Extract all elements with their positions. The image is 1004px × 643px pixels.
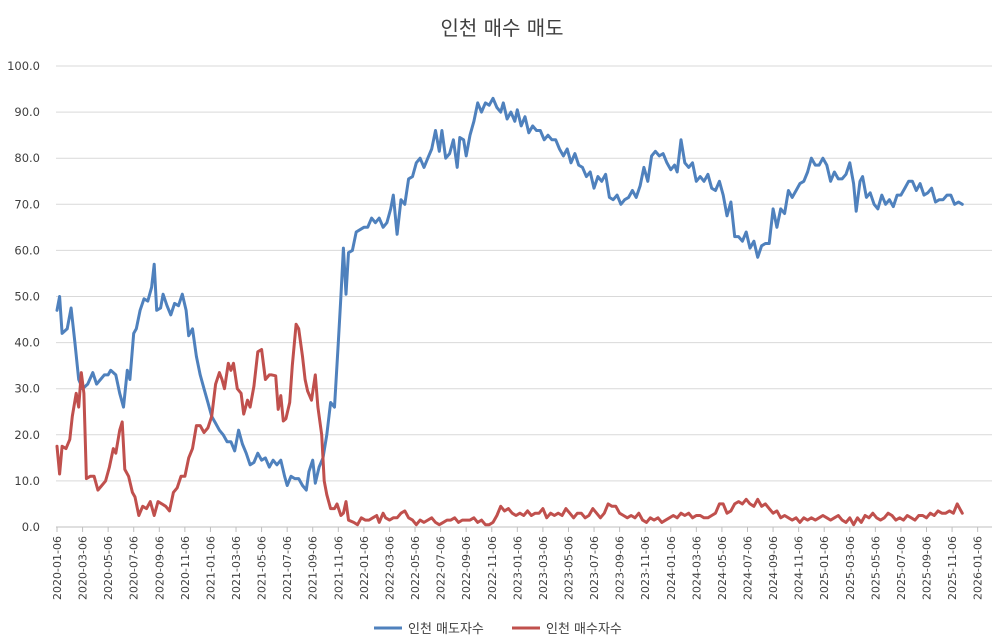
y-axis-ticks: 0.0 10.0 20.0 30.0 40.0 50.0 60.0 70.0 80.0 90.0 1… <box>7 59 40 534</box>
x-tick-label: 2021-07-06 <box>281 536 294 600</box>
x-tick-label: 2022-11-06 <box>486 536 499 600</box>
y-tick-label: 10.0 <box>14 474 40 488</box>
x-tick-label: 2023-11-06 <box>639 536 652 600</box>
x-tick-label: 2025-03-06 <box>844 536 857 600</box>
legend: 인천 매도자수 인천 매수자수 <box>374 622 622 637</box>
x-tick-label: 2025-07-06 <box>895 536 908 600</box>
x-tick-label: 2023-01-06 <box>511 536 524 600</box>
x-tick-label: 2024-03-06 <box>690 536 703 600</box>
x-tick-label: 2020-11-06 <box>179 536 192 600</box>
series-line-sellers <box>55 96 964 492</box>
y-tick-label: 30.0 <box>14 382 40 396</box>
y-tick-label: 0.0 <box>22 520 40 534</box>
x-tick-label: 2025-11-06 <box>946 536 959 600</box>
x-tick-label: 2022-05-06 <box>409 536 422 600</box>
y-tick-label: 100.0 <box>7 59 40 73</box>
series-lines <box>55 96 964 527</box>
y-tick-label: 70.0 <box>14 197 40 211</box>
y-tick-label: 90.0 <box>14 105 40 119</box>
x-tick-label: 2023-03-06 <box>537 536 550 600</box>
x-tick-label: 2020-01-06 <box>51 536 64 600</box>
x-tick-label: 2020-05-06 <box>102 536 115 600</box>
y-tick-label: 20.0 <box>14 428 40 442</box>
x-tick-label: 2024-07-06 <box>741 536 754 600</box>
x-tick-label: 2021-03-06 <box>230 536 243 600</box>
x-tick-label: 2024-01-06 <box>665 536 678 600</box>
x-axis-ticks: 2020-01-06 2020-03-06 2020-05-06 2020-07-06… <box>51 527 985 600</box>
x-tick-label: 2022-03-06 <box>383 536 396 600</box>
x-tick-label: 2020-09-06 <box>153 536 166 600</box>
x-tick-label: 2026-01-06 <box>972 536 985 600</box>
x-tick-label: 2023-07-06 <box>588 536 601 600</box>
x-tick-label: 2025-05-06 <box>869 536 882 600</box>
legend-label-sellers: 인천 매도자수 <box>408 622 484 637</box>
x-tick-label: 2024-05-06 <box>716 536 729 600</box>
x-tick-label: 2021-11-06 <box>332 536 345 600</box>
x-tick-label: 2025-09-06 <box>921 536 934 600</box>
x-tick-label: 2020-07-06 <box>128 536 141 600</box>
x-tick-label: 2023-05-06 <box>562 536 575 600</box>
y-tick-label: 40.0 <box>14 336 40 350</box>
series-line-buyers <box>55 322 964 527</box>
gridlines <box>56 65 992 528</box>
y-tick-label: 60.0 <box>14 243 40 257</box>
chart-title: 인천 매수 매도 <box>440 16 563 40</box>
legend-label-buyers: 인천 매수자수 <box>546 622 622 637</box>
x-tick-label: 2022-01-06 <box>358 536 371 600</box>
x-tick-label: 2021-05-06 <box>256 536 269 600</box>
x-tick-label: 2024-09-06 <box>767 536 780 600</box>
x-tick-label: 2024-11-06 <box>793 536 806 600</box>
x-tick-label: 2025-01-06 <box>818 536 831 600</box>
y-tick-label: 80.0 <box>14 151 40 165</box>
x-tick-label: 2021-09-06 <box>307 536 320 600</box>
y-tick-label: 50.0 <box>14 290 40 304</box>
x-tick-label: 2021-01-06 <box>204 536 217 600</box>
x-tick-label: 2022-09-06 <box>460 536 473 600</box>
x-tick-label: 2020-03-06 <box>77 536 90 600</box>
x-tick-label: 2023-09-06 <box>614 536 627 600</box>
x-tick-label: 2022-07-06 <box>435 536 448 600</box>
